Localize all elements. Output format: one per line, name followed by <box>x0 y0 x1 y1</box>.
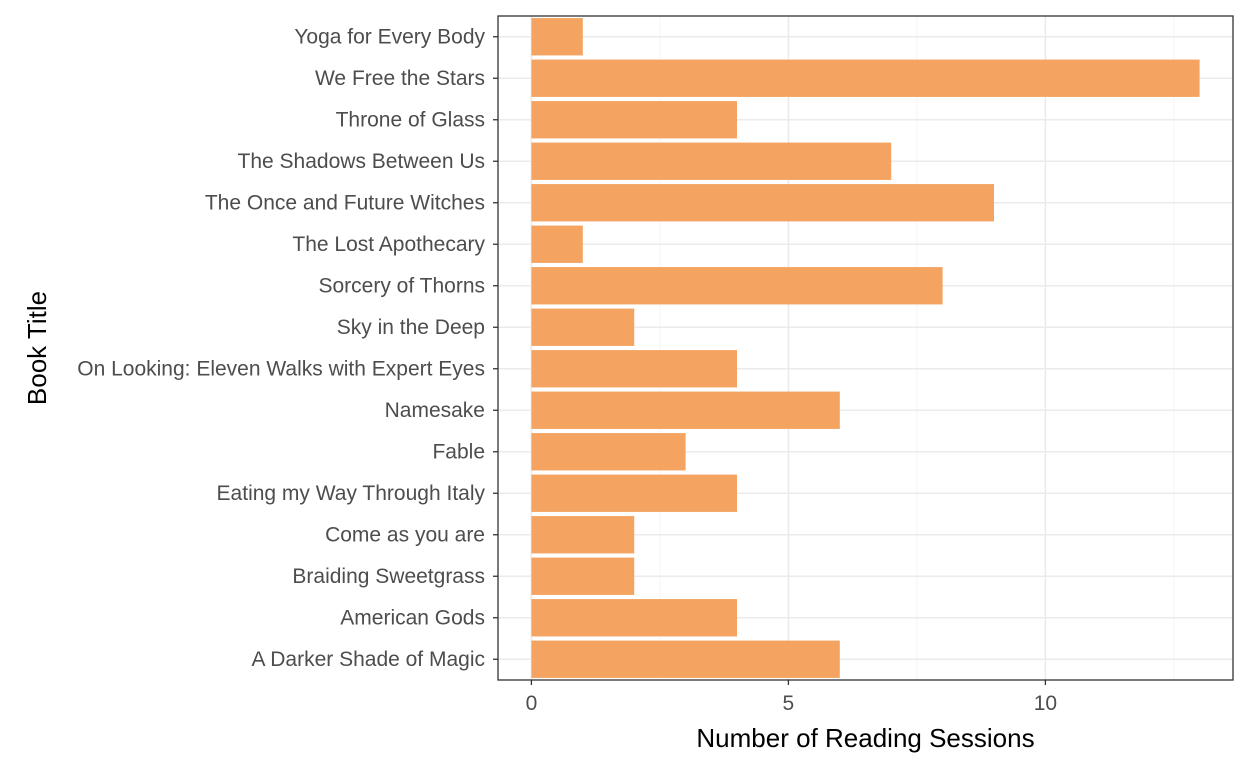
panel-border <box>497 15 1234 681</box>
y-tick-label: Braiding Sweetgrass <box>292 565 485 588</box>
bar <box>531 516 635 554</box>
bar <box>531 18 583 56</box>
bar <box>531 184 994 222</box>
y-tick-label: Throne of Glass <box>336 108 485 131</box>
bar <box>531 474 738 512</box>
bar <box>531 142 892 180</box>
y-tick-label: The Lost Apothecary <box>292 233 485 256</box>
axis-layer: A Darker Shade of Magic American Gods Brai… <box>77 25 1057 715</box>
bar <box>531 225 583 263</box>
bar <box>531 557 635 595</box>
y-tick-label: Come as you are <box>325 523 485 546</box>
y-tick-label: American Gods <box>340 606 485 629</box>
y-tick-label: Sky in the Deep <box>337 316 485 339</box>
bar <box>531 433 686 471</box>
y-tick-label: On Looking: Eleven Walks with Expert Eye… <box>77 357 485 380</box>
bar <box>531 101 738 139</box>
y-tick-label: Fable <box>432 440 485 463</box>
bar <box>531 599 738 637</box>
x-axis-title: Number of Reading Sessions <box>696 723 1034 753</box>
x-tick-label: 10 <box>1034 692 1057 715</box>
y-tick-label: Yoga for Every Body <box>294 25 485 48</box>
x-tick-label: 0 <box>526 692 538 715</box>
y-tick-label: Sorcery of Thorns <box>318 274 485 297</box>
y-tick-label: Namesake <box>385 399 485 422</box>
bar <box>531 640 840 678</box>
y-tick-label: The Shadows Between Us <box>238 150 485 173</box>
bar <box>531 59 1200 97</box>
bar <box>531 308 635 346</box>
y-axis-title: Book Title <box>22 291 52 405</box>
bar <box>531 391 840 429</box>
y-tick-label: Eating my Way Through Italy <box>217 482 486 505</box>
x-tick-label: 5 <box>783 692 795 715</box>
bar <box>531 350 738 388</box>
bar <box>531 267 943 305</box>
bar-layer <box>531 18 1200 678</box>
y-tick-label: The Once and Future Witches <box>205 191 485 214</box>
y-tick-label: We Free the Stars <box>315 67 485 90</box>
y-tick-label: A Darker Shade of Magic <box>252 648 485 671</box>
